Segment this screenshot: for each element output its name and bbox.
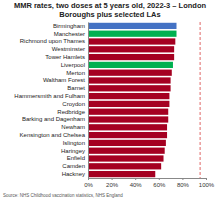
y-tick-label: Hackney [62, 171, 85, 177]
bar [88, 109, 168, 115]
x-tick-label: 40% [130, 182, 143, 188]
x-tick: 20% [106, 178, 119, 188]
x-tick: 80% [177, 178, 190, 188]
y-tick: Birmingham [53, 23, 85, 29]
x-tick-mark [182, 178, 183, 180]
y-tick: Enfield [67, 155, 85, 161]
y-tick-label: Newham [61, 124, 85, 130]
y-tick-label: Tower Hamlets [45, 54, 85, 60]
bar [88, 140, 166, 146]
bar [88, 101, 169, 107]
y-tick-label: Westminster [52, 46, 85, 52]
x-axis-line [89, 179, 207, 181]
source: Source: NHS Childhood vaccination statis… [3, 193, 123, 198]
bar [88, 70, 172, 76]
bar [88, 23, 177, 29]
bar [88, 148, 165, 154]
y-tick-label: Hammersmith and Fulham [14, 93, 85, 99]
y-tick-label: Croydon [62, 101, 85, 107]
y-tick: Haringey [61, 148, 85, 154]
y-tick: Barking and Dagenham [22, 116, 85, 122]
x-tick-label: 100% [199, 182, 215, 188]
bar [88, 171, 155, 177]
chart: MMR rates, two doses at 5 years old, 202… [0, 0, 220, 200]
y-tick: Hackney [62, 171, 85, 177]
bars [88, 22, 200, 178]
y-tick: Merton [66, 70, 85, 76]
bar [88, 163, 161, 169]
bar [88, 31, 177, 37]
x-axis: 0% 20% 40% 60% 80% 100% [84, 178, 215, 188]
y-tick-label: Barnet [67, 85, 85, 91]
y-tick: Hammersmith and Fulham [14, 93, 85, 99]
y-tick-label: Redbridge [57, 109, 85, 115]
x-tick-mark [112, 178, 113, 180]
x-tick-label: 0% [84, 182, 93, 188]
y-tick: Croydon [62, 101, 85, 107]
reference-line [200, 22, 201, 178]
x-tick: 40% [130, 178, 143, 188]
y-tick: Barnet [67, 85, 85, 91]
y-tick-label: Waltham Forest [43, 77, 85, 83]
x-tick: 100% [199, 178, 215, 188]
bar [88, 85, 171, 91]
y-tick: Waltham Forest [43, 77, 85, 83]
y-tick: Redbridge [57, 109, 85, 115]
bar [88, 62, 173, 68]
y-tick-label: Merton [66, 70, 85, 76]
bar [88, 77, 171, 83]
bar [88, 38, 175, 44]
y-tick: Tower Hamlets [45, 54, 85, 60]
y-tick-label: Birmingham [53, 23, 85, 29]
y-tick: Kensington and Chelsea [20, 132, 86, 138]
y-tick-label: Haringey [61, 148, 85, 154]
y-tick: Manchester [54, 31, 85, 37]
x-tick: 60% [153, 178, 166, 188]
x-tick-mark [135, 178, 136, 180]
title: MMR rates, two doses at 5 years old, 202… [14, 1, 207, 19]
y-tick-label: Liverpool [61, 62, 85, 68]
y-axis: Birmingham ManchesterRichmond upon Thames… [14, 23, 88, 179]
y-tick-label: Camden [62, 163, 85, 169]
y-tick: Islington [63, 140, 85, 146]
y-axis-line [88, 23, 89, 179]
y-tick: Richmond upon Thames [20, 38, 85, 44]
x-tick-mark [206, 178, 207, 180]
y-tick-label: Barking and Dagenham [22, 116, 85, 122]
bar [88, 124, 167, 130]
bar [88, 54, 174, 60]
x-tick-label: 20% [106, 182, 119, 188]
y-tick-label: Richmond upon Thames [20, 38, 85, 44]
y-tick: Liverpool [61, 62, 85, 68]
bar [88, 93, 169, 99]
y-tick-label: Manchester [54, 31, 85, 37]
x-tick-label: 80% [177, 182, 190, 188]
plot: 0% 20% 40% 60% 80% 100% Birmingham ManchesterRi… [14, 22, 215, 188]
y-tick-label: Kensington and Chelsea [20, 132, 86, 138]
bar [88, 132, 167, 138]
y-tick: Newham [61, 124, 85, 130]
y-tick-label: Enfield [67, 155, 85, 161]
bar [88, 116, 168, 122]
y-tick: Westminster [52, 46, 85, 52]
y-tick-label: Islington [63, 140, 85, 146]
x-tick-label: 60% [153, 182, 166, 188]
x-tick-mark [159, 178, 160, 180]
bar [88, 155, 164, 161]
x-tick: 0% [84, 178, 93, 188]
bar [88, 46, 174, 52]
y-tick: Camden [62, 163, 85, 169]
